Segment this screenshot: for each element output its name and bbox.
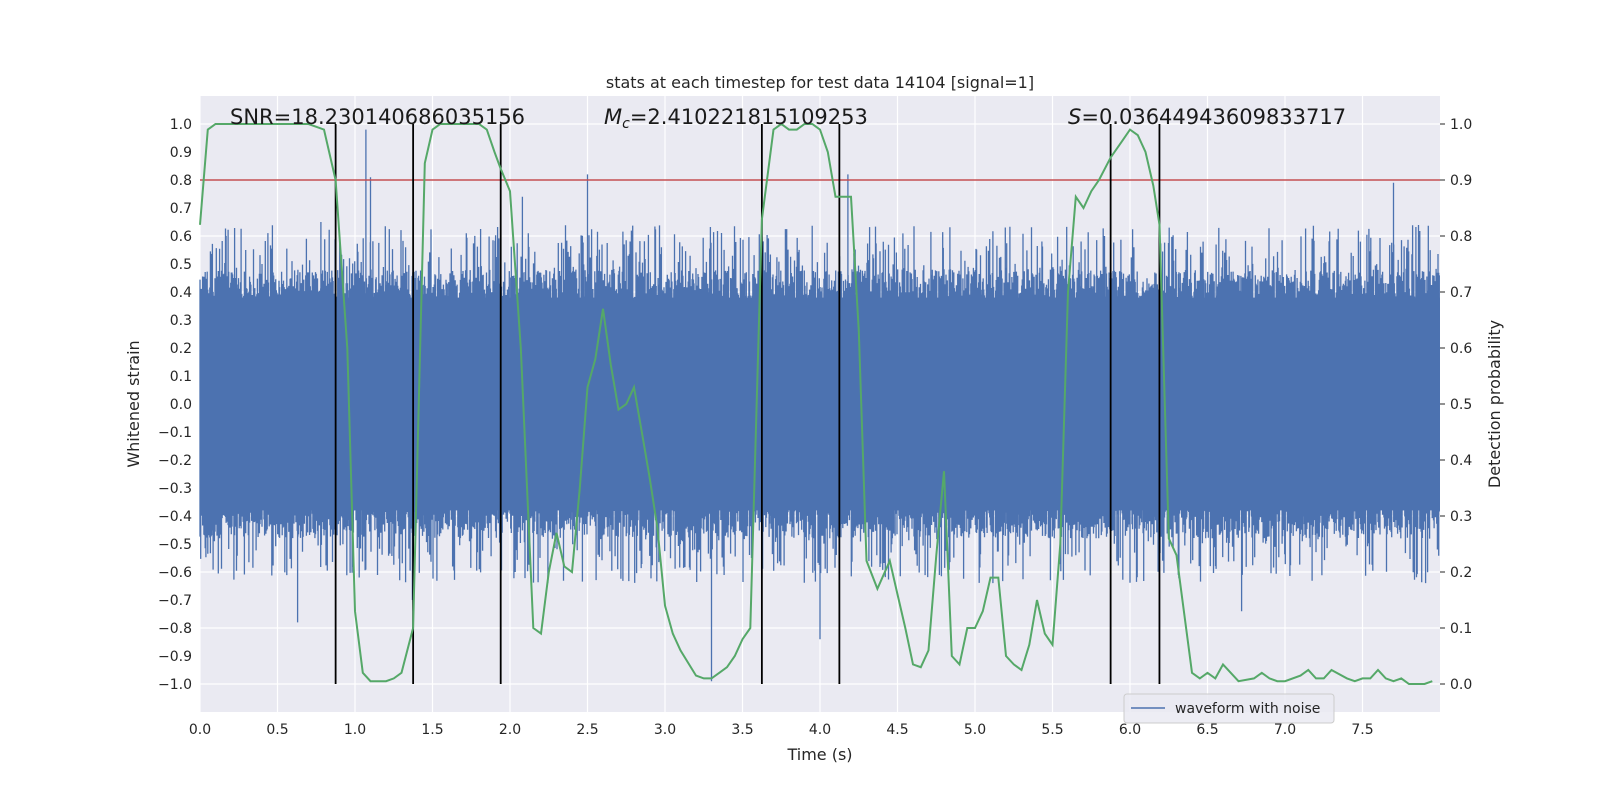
x-tick-label: 1.5 bbox=[421, 722, 443, 738]
x-tick-label: 7.0 bbox=[1274, 722, 1296, 738]
x-tick-label: 1.0 bbox=[344, 722, 366, 738]
y-left-tick-label: −0.6 bbox=[158, 565, 192, 581]
y-right-tick-label: 0.7 bbox=[1450, 285, 1472, 301]
tick-labels: 0.0 0.5 1.0 1.5 2.0 2.5 3.0 3.5 4.0 4.5 5.0 5.5 6.0 6… bbox=[158, 117, 1472, 738]
y-right-tick-label: 0.6 bbox=[1450, 341, 1472, 357]
x-tick-label: 7.5 bbox=[1351, 722, 1373, 738]
y-left-tick-label: −0.7 bbox=[158, 593, 192, 609]
y-left-tick-label: 0.2 bbox=[170, 341, 192, 357]
x-tick-label: 6.5 bbox=[1196, 722, 1218, 738]
x-tick-label: 5.0 bbox=[964, 722, 986, 738]
y-axis-right-label: Detection probability bbox=[1485, 320, 1504, 488]
y-right-tick-label: 0.8 bbox=[1450, 229, 1472, 245]
y-left-tick-label: 0.7 bbox=[170, 201, 192, 217]
y-left-tick-label: −0.4 bbox=[158, 509, 192, 525]
x-axis-label: Time (s) bbox=[786, 745, 852, 764]
x-tick-label: 3.5 bbox=[731, 722, 753, 738]
y-right-tick-label: 0.0 bbox=[1450, 677, 1472, 693]
waveform-trace bbox=[199, 129, 1440, 682]
y-left-tick-label: 0.1 bbox=[170, 369, 192, 385]
x-tick-label: 0.0 bbox=[189, 722, 211, 738]
y-axis-left-label: Whitened strain bbox=[124, 340, 143, 467]
y-left-tick-label: −0.5 bbox=[158, 537, 192, 553]
legend-box bbox=[1123, 693, 1335, 724]
s-annotation: S=0.03644943609833717 bbox=[1068, 105, 1346, 129]
detection-probability-line bbox=[199, 122, 1433, 685]
waveform-series bbox=[199, 129, 1440, 682]
y-right-tick-label: 0.5 bbox=[1450, 397, 1472, 413]
x-tick-label: 3.0 bbox=[654, 722, 676, 738]
x-tick-label: 6.0 bbox=[1119, 722, 1141, 738]
s-value: =0.03644943609833717 bbox=[1081, 105, 1346, 129]
x-tick-label: 2.5 bbox=[576, 722, 598, 738]
y-right-tick-label: 0.1 bbox=[1450, 621, 1472, 637]
y-left-tick-label: 0.0 bbox=[170, 397, 192, 413]
y-right-tick-label: 0.9 bbox=[1450, 173, 1472, 189]
y-left-tick-label: 0.6 bbox=[170, 229, 192, 245]
x-tick-label: 4.5 bbox=[886, 722, 908, 738]
chirp-mass-symbol: M bbox=[604, 105, 622, 129]
x-tick-label: 0.5 bbox=[266, 722, 288, 738]
y-left-tick-label: 0.9 bbox=[170, 145, 192, 161]
x-tick-label: 2.0 bbox=[499, 722, 521, 738]
y-left-tick-label: 0.4 bbox=[170, 285, 192, 301]
y-left-tick-label: −0.3 bbox=[158, 481, 192, 497]
y-left-tick-label: −1.0 bbox=[158, 677, 192, 693]
detection-probability-series bbox=[199, 122, 1433, 685]
y-right-tick-label: 0.4 bbox=[1450, 453, 1472, 469]
legend: waveform with noise bbox=[1123, 693, 1335, 724]
chirp-mass-value: =2.410221815109253 bbox=[630, 105, 868, 129]
y-left-tick-label: −0.1 bbox=[158, 425, 192, 441]
y-left-tick-label: −0.8 bbox=[158, 621, 192, 637]
legend-entry: waveform with noise bbox=[1175, 701, 1320, 717]
x-tick-label: 5.5 bbox=[1041, 722, 1063, 738]
y-right-tick-label: 1.0 bbox=[1450, 117, 1472, 133]
y-left-tick-label: 0.8 bbox=[170, 173, 192, 189]
y-right-tick-label: 0.2 bbox=[1450, 565, 1472, 581]
y-left-tick-label: 0.3 bbox=[170, 313, 192, 329]
chirp-mass-subscript: c bbox=[622, 116, 630, 132]
chirp-mass-annotation: Mc=2.410221815109253 bbox=[604, 105, 868, 132]
y-left-tick-label: −0.9 bbox=[158, 649, 192, 665]
snr-annotation: SNR=18.230140686035156 bbox=[230, 105, 525, 129]
s-symbol: S bbox=[1068, 105, 1081, 129]
y-left-tick-label: 1.0 bbox=[170, 117, 192, 133]
x-tick-label: 4.0 bbox=[809, 722, 831, 738]
y-left-tick-label: −0.2 bbox=[158, 453, 192, 469]
y-left-tick-label: 0.5 bbox=[170, 257, 192, 273]
y-right-tick-label: 0.3 bbox=[1450, 509, 1472, 525]
chart-title: stats at each timestep for test data 141… bbox=[606, 73, 1034, 92]
